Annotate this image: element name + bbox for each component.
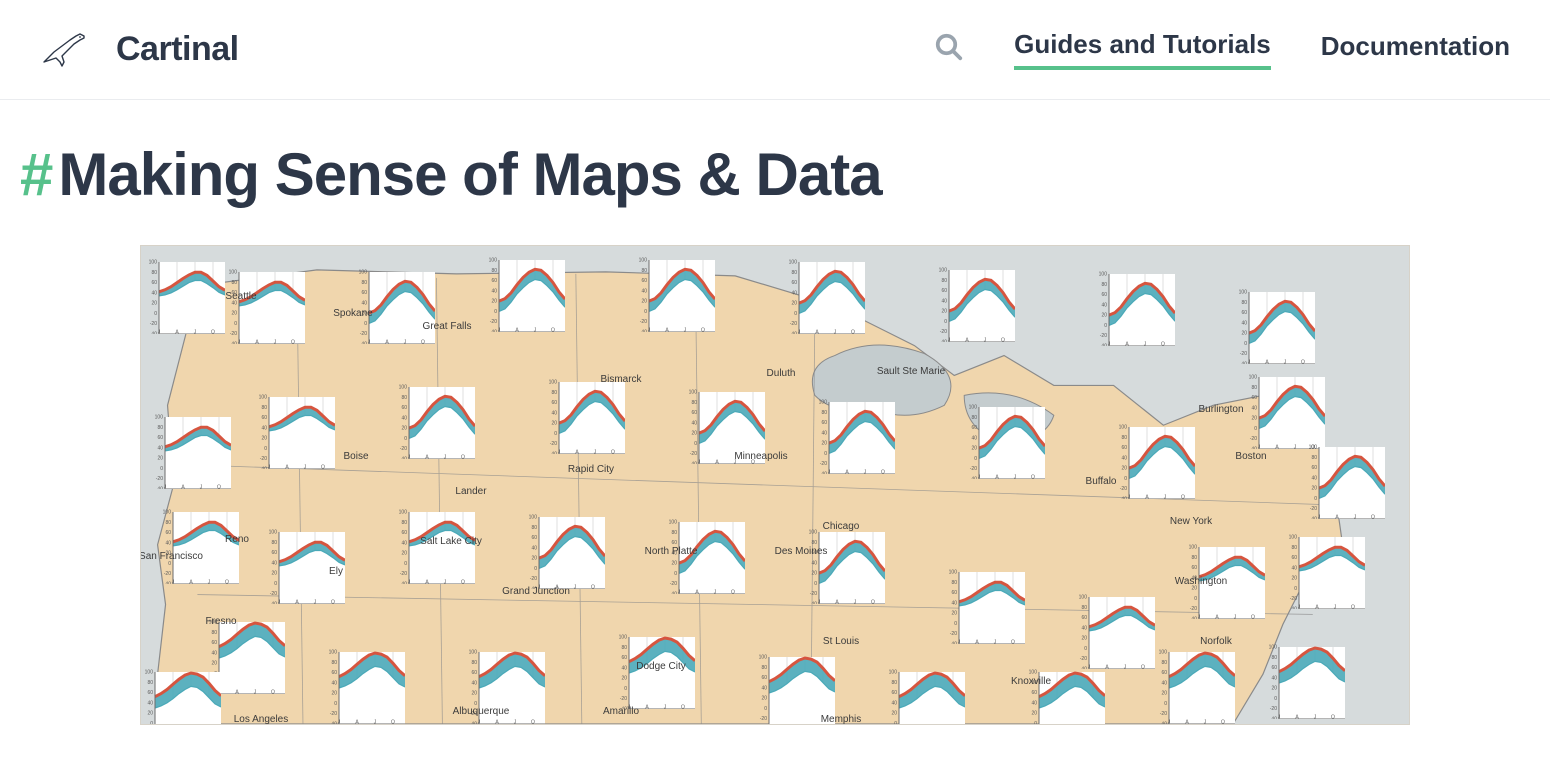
city-label: San Francisco (140, 551, 203, 562)
city-label: Burlington (1198, 404, 1243, 415)
primary-nav: Guides and Tutorials Documentation (934, 29, 1510, 70)
city-label: Los Angeles (234, 714, 289, 725)
city-label: Norfolk (1200, 636, 1232, 647)
city-label: Salt Lake City (420, 536, 482, 547)
city-label: North Platte (645, 546, 698, 557)
city-label: Grand Junction (502, 586, 570, 597)
city-label: Fresno (205, 616, 236, 627)
city-label: New York (1170, 516, 1212, 527)
city-label: Knoxville (1011, 676, 1051, 687)
search-icon[interactable] (934, 32, 964, 67)
city-label: Sault Ste Marie (877, 366, 945, 377)
city-label: Boston (1235, 451, 1266, 462)
city-label: Bismarck (600, 374, 641, 385)
city-label: Reno (225, 534, 249, 545)
city-label: Des Moines (775, 546, 828, 557)
svg-text:A: A (785, 725, 789, 726)
svg-text:J: J (804, 725, 807, 726)
heading-anchor-hash[interactable]: # (20, 141, 52, 208)
city-label: Lander (455, 486, 486, 497)
city-label: Buffalo (1086, 476, 1117, 487)
svg-text:O: O (821, 725, 825, 726)
city-label: Spokane (333, 308, 372, 319)
site-header: Cartinal Guides and Tutorials Documentat… (0, 0, 1550, 100)
site-title[interactable]: Cartinal (116, 30, 239, 69)
city-label: Minneapolis (734, 451, 787, 462)
nav-link-guides[interactable]: Guides and Tutorials (1014, 29, 1271, 70)
city-label: Seattle (225, 291, 256, 302)
page-title: #Making Sense of Maps & Data (20, 140, 1530, 209)
nav-link-documentation[interactable]: Documentation (1321, 31, 1510, 68)
city-label: Boise (343, 451, 368, 462)
city-label: St Louis (823, 636, 859, 647)
city-label: Amarillo (603, 706, 639, 717)
bird-icon (40, 32, 88, 68)
logo-area[interactable]: Cartinal (40, 30, 239, 69)
city-label: Chicago (823, 521, 860, 532)
city-label: Rapid City (568, 464, 614, 475)
city-label: Dodge City (636, 661, 685, 672)
city-label: Ely (329, 566, 343, 577)
usa-map (141, 246, 1409, 724)
city-label: Albuquerque (453, 706, 510, 717)
main-content: #Making Sense of Maps & Data (0, 100, 1550, 725)
hero-map-image: 100806040200-20-40JAJO 100806040200-20-4… (140, 245, 1410, 725)
city-label: Memphis (821, 714, 862, 725)
svg-text:J: J (768, 725, 771, 726)
page-title-text: Making Sense of Maps & Data (58, 141, 881, 208)
city-label: Washington (1175, 576, 1227, 587)
city-label: Duluth (767, 368, 796, 379)
city-label: Great Falls (423, 321, 472, 332)
